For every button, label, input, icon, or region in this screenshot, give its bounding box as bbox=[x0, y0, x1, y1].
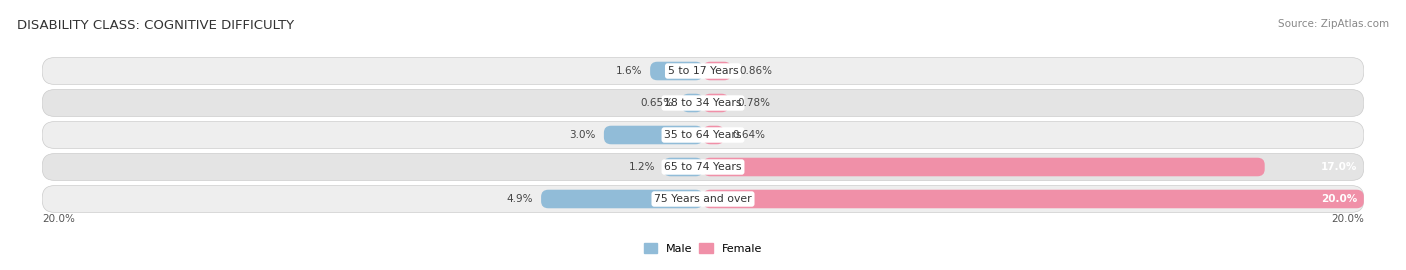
Legend: Male, Female: Male, Female bbox=[644, 244, 762, 254]
FancyBboxPatch shape bbox=[605, 126, 703, 144]
FancyBboxPatch shape bbox=[703, 158, 1264, 176]
Text: 4.9%: 4.9% bbox=[506, 194, 533, 204]
Text: 0.78%: 0.78% bbox=[737, 98, 770, 108]
FancyBboxPatch shape bbox=[42, 185, 1364, 212]
Text: 5 to 17 Years: 5 to 17 Years bbox=[668, 66, 738, 76]
Text: 65 to 74 Years: 65 to 74 Years bbox=[664, 162, 742, 172]
Text: 17.0%: 17.0% bbox=[1320, 162, 1357, 172]
Text: 0.64%: 0.64% bbox=[733, 130, 765, 140]
FancyBboxPatch shape bbox=[703, 62, 731, 80]
Text: 20.0%: 20.0% bbox=[1322, 194, 1357, 204]
Text: 1.6%: 1.6% bbox=[616, 66, 643, 76]
FancyBboxPatch shape bbox=[42, 90, 1364, 116]
FancyBboxPatch shape bbox=[650, 62, 703, 80]
FancyBboxPatch shape bbox=[703, 126, 724, 144]
Text: 18 to 34 Years: 18 to 34 Years bbox=[664, 98, 742, 108]
FancyBboxPatch shape bbox=[42, 122, 1364, 148]
Text: Source: ZipAtlas.com: Source: ZipAtlas.com bbox=[1278, 19, 1389, 29]
Text: 0.86%: 0.86% bbox=[740, 66, 773, 76]
FancyBboxPatch shape bbox=[703, 190, 1364, 208]
FancyBboxPatch shape bbox=[42, 154, 1364, 180]
FancyBboxPatch shape bbox=[42, 58, 1364, 85]
Text: 20.0%: 20.0% bbox=[1331, 214, 1364, 224]
Text: 0.65%: 0.65% bbox=[640, 98, 673, 108]
Text: 75 Years and over: 75 Years and over bbox=[654, 194, 752, 204]
Text: 20.0%: 20.0% bbox=[42, 214, 75, 224]
Text: DISABILITY CLASS: COGNITIVE DIFFICULTY: DISABILITY CLASS: COGNITIVE DIFFICULTY bbox=[17, 19, 294, 32]
FancyBboxPatch shape bbox=[541, 190, 703, 208]
Text: 35 to 64 Years: 35 to 64 Years bbox=[664, 130, 742, 140]
FancyBboxPatch shape bbox=[682, 94, 703, 112]
Text: 3.0%: 3.0% bbox=[569, 130, 596, 140]
FancyBboxPatch shape bbox=[664, 158, 703, 176]
Text: 1.2%: 1.2% bbox=[628, 162, 655, 172]
FancyBboxPatch shape bbox=[703, 94, 728, 112]
